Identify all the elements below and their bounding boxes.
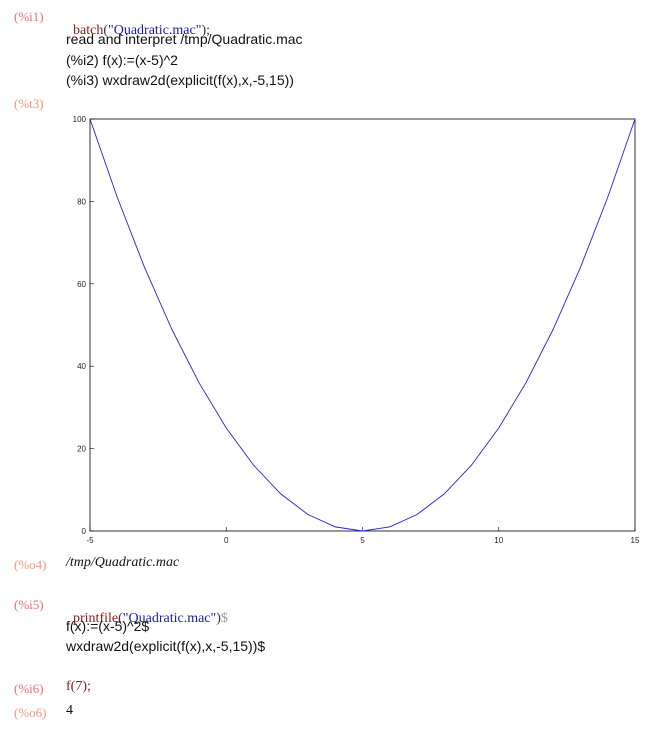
x-tick-label: 15 bbox=[631, 536, 640, 545]
y-tick-label: 80 bbox=[77, 197, 86, 206]
x-axis-ticks: -5 0 5 10 15 bbox=[86, 527, 640, 545]
input-line-i1[interactable]: batch("Quadratic.mac"); bbox=[66, 7, 210, 39]
output-label-o4: (%o4) bbox=[14, 557, 47, 572]
dollar-terminator: $ bbox=[220, 611, 228, 626]
input-line-i5[interactable]: printfile("Quadratic.mac")$ bbox=[66, 595, 228, 627]
plot-label-t3: (%t3) bbox=[14, 96, 44, 111]
output-text-line-2: (%i2) f(x):=(x-5)^2 bbox=[66, 52, 178, 68]
input-label-i5: (%i5) bbox=[14, 597, 44, 612]
close-paren: ) bbox=[216, 611, 221, 626]
y-tick-label: 40 bbox=[77, 362, 86, 371]
filename-string: "Quadratic.mac" bbox=[122, 611, 217, 626]
printfile-function-name: printfile bbox=[73, 611, 119, 626]
open-paren: ( bbox=[118, 611, 123, 626]
parabola-curve bbox=[89, 118, 636, 532]
y-tick-label: 0 bbox=[82, 527, 87, 536]
y-tick-label: 20 bbox=[77, 445, 86, 454]
batch-function-name: batch bbox=[73, 23, 104, 38]
close-paren-semicolon: ); bbox=[201, 23, 211, 38]
input-line-i6[interactable]: f(7); bbox=[66, 679, 91, 694]
output-value-o4: /tmp/Quadratic.mac bbox=[66, 555, 180, 570]
y-axis-ticks: 0 20 40 60 80 100 bbox=[73, 115, 94, 536]
output-text-line-1: read and interpret /tmp/Quadratic.mac bbox=[66, 31, 303, 47]
open-paren: ( bbox=[103, 23, 108, 38]
x-tick-label: 5 bbox=[360, 536, 365, 545]
printfile-output-line-1: f(x):=(x-5)^2$ bbox=[66, 618, 150, 634]
x-tick-label: -5 bbox=[86, 536, 94, 545]
input-label-i6: (%i6) bbox=[14, 681, 44, 696]
x-tick-label: 0 bbox=[224, 536, 229, 545]
printfile-output-line-2: wxdraw2d(explicit(f(x),x,-5,15))$ bbox=[66, 638, 266, 654]
x-tick-label: 10 bbox=[494, 536, 503, 545]
input-label-i1: (%i1) bbox=[14, 9, 44, 24]
plot-frame bbox=[89, 118, 636, 532]
y-tick-label: 60 bbox=[77, 280, 86, 289]
y-tick-label: 100 bbox=[73, 115, 87, 124]
output-value-o6: 4 bbox=[66, 703, 73, 718]
output-text-line-3: (%i3) wxdraw2d(explicit(f(x),x,-5,15)) bbox=[66, 72, 294, 88]
output-label-o6: (%o6) bbox=[14, 705, 47, 720]
filename-string: "Quadratic.mac" bbox=[108, 23, 202, 38]
